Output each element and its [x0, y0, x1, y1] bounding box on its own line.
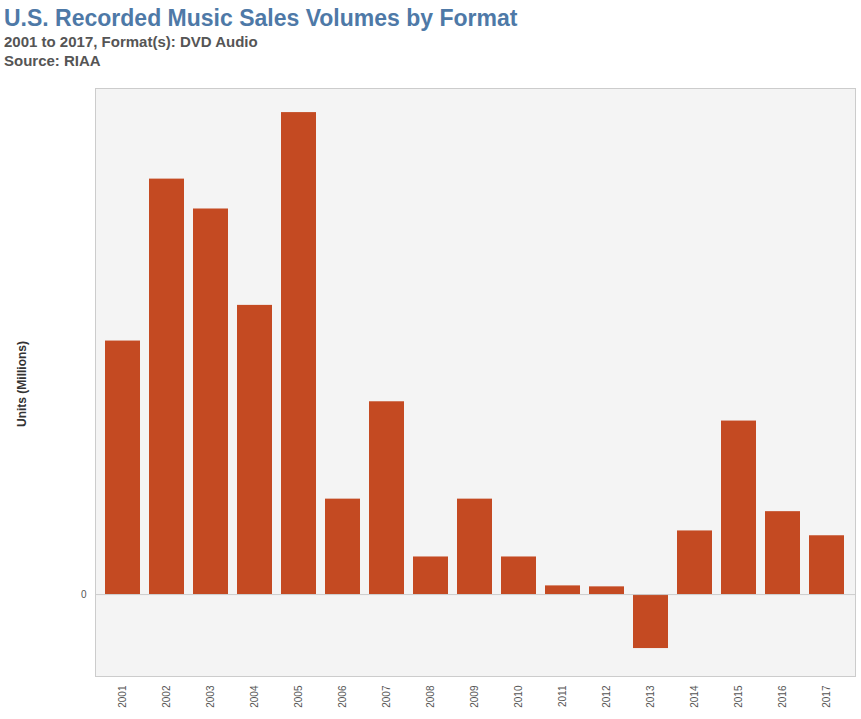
html-text:U.S. Recorded Music Sales Volu: U.S. Recorded Music Sales Volumes by For… — [4, 5, 518, 31]
svg-text:2002: 2002 — [161, 685, 172, 708]
svg-text:2017: 2017 — [821, 685, 832, 708]
html-text:Units (Millions): Units (Millions) — [15, 341, 29, 427]
svg-text:2011: 2011 — [557, 685, 568, 707]
svg-text:2004: 2004 — [249, 685, 260, 708]
svg-text:2016: 2016 — [777, 685, 788, 708]
svg-text:2001: 2001 — [117, 685, 128, 708]
svg-text:2008: 2008 — [425, 685, 436, 708]
svg-text:2006: 2006 — [337, 685, 348, 708]
svg-text:0: 0 — [81, 589, 87, 600]
html-text:2001 to 2017, Format(s): DVD A: 2001 to 2017, Format(s): DVD Audio Sourc… — [4, 33, 258, 69]
svg-text:2010: 2010 — [513, 685, 524, 708]
svg-text:2009: 2009 — [469, 685, 480, 708]
svg-text:2012: 2012 — [601, 685, 612, 708]
svg-text:2014: 2014 — [689, 685, 700, 708]
svg-text:2007: 2007 — [381, 685, 392, 708]
svg-text:2013: 2013 — [645, 685, 656, 708]
svg-text:2015: 2015 — [733, 685, 744, 708]
svg-text:2005: 2005 — [293, 685, 304, 708]
svg-text:2003: 2003 — [205, 685, 216, 708]
